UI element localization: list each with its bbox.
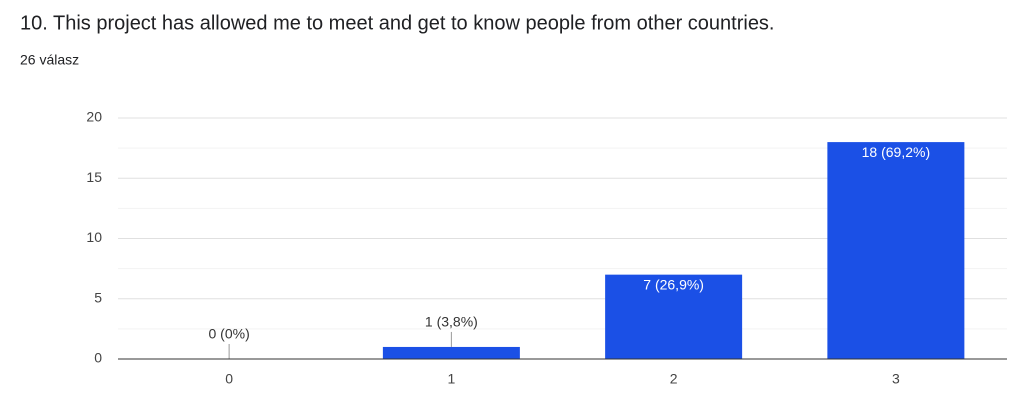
y-tick-label: 5 (94, 289, 102, 305)
x-tick-label: 2 (670, 371, 678, 387)
y-tick-label: 20 (86, 109, 102, 125)
y-tick-label: 0 (94, 350, 102, 366)
y-tick-label: 10 (86, 229, 102, 245)
data-label: 0 (0%) (209, 326, 250, 342)
x-tick-label: 3 (892, 371, 900, 387)
data-label: 7 (26,9%) (643, 276, 704, 292)
chart-subtitle: 26 válasz (20, 52, 79, 68)
x-tick-label: 1 (447, 371, 455, 387)
data-label: 18 (69,2%) (862, 144, 930, 160)
bar (827, 142, 965, 359)
bar (382, 346, 520, 359)
y-tick-label: 15 (86, 169, 102, 185)
bar (605, 274, 743, 359)
chart-title: 10. This project has allowed me to meet … (20, 12, 775, 34)
data-label: 1 (3,8%) (425, 314, 478, 330)
x-tick-label: 0 (225, 371, 233, 387)
